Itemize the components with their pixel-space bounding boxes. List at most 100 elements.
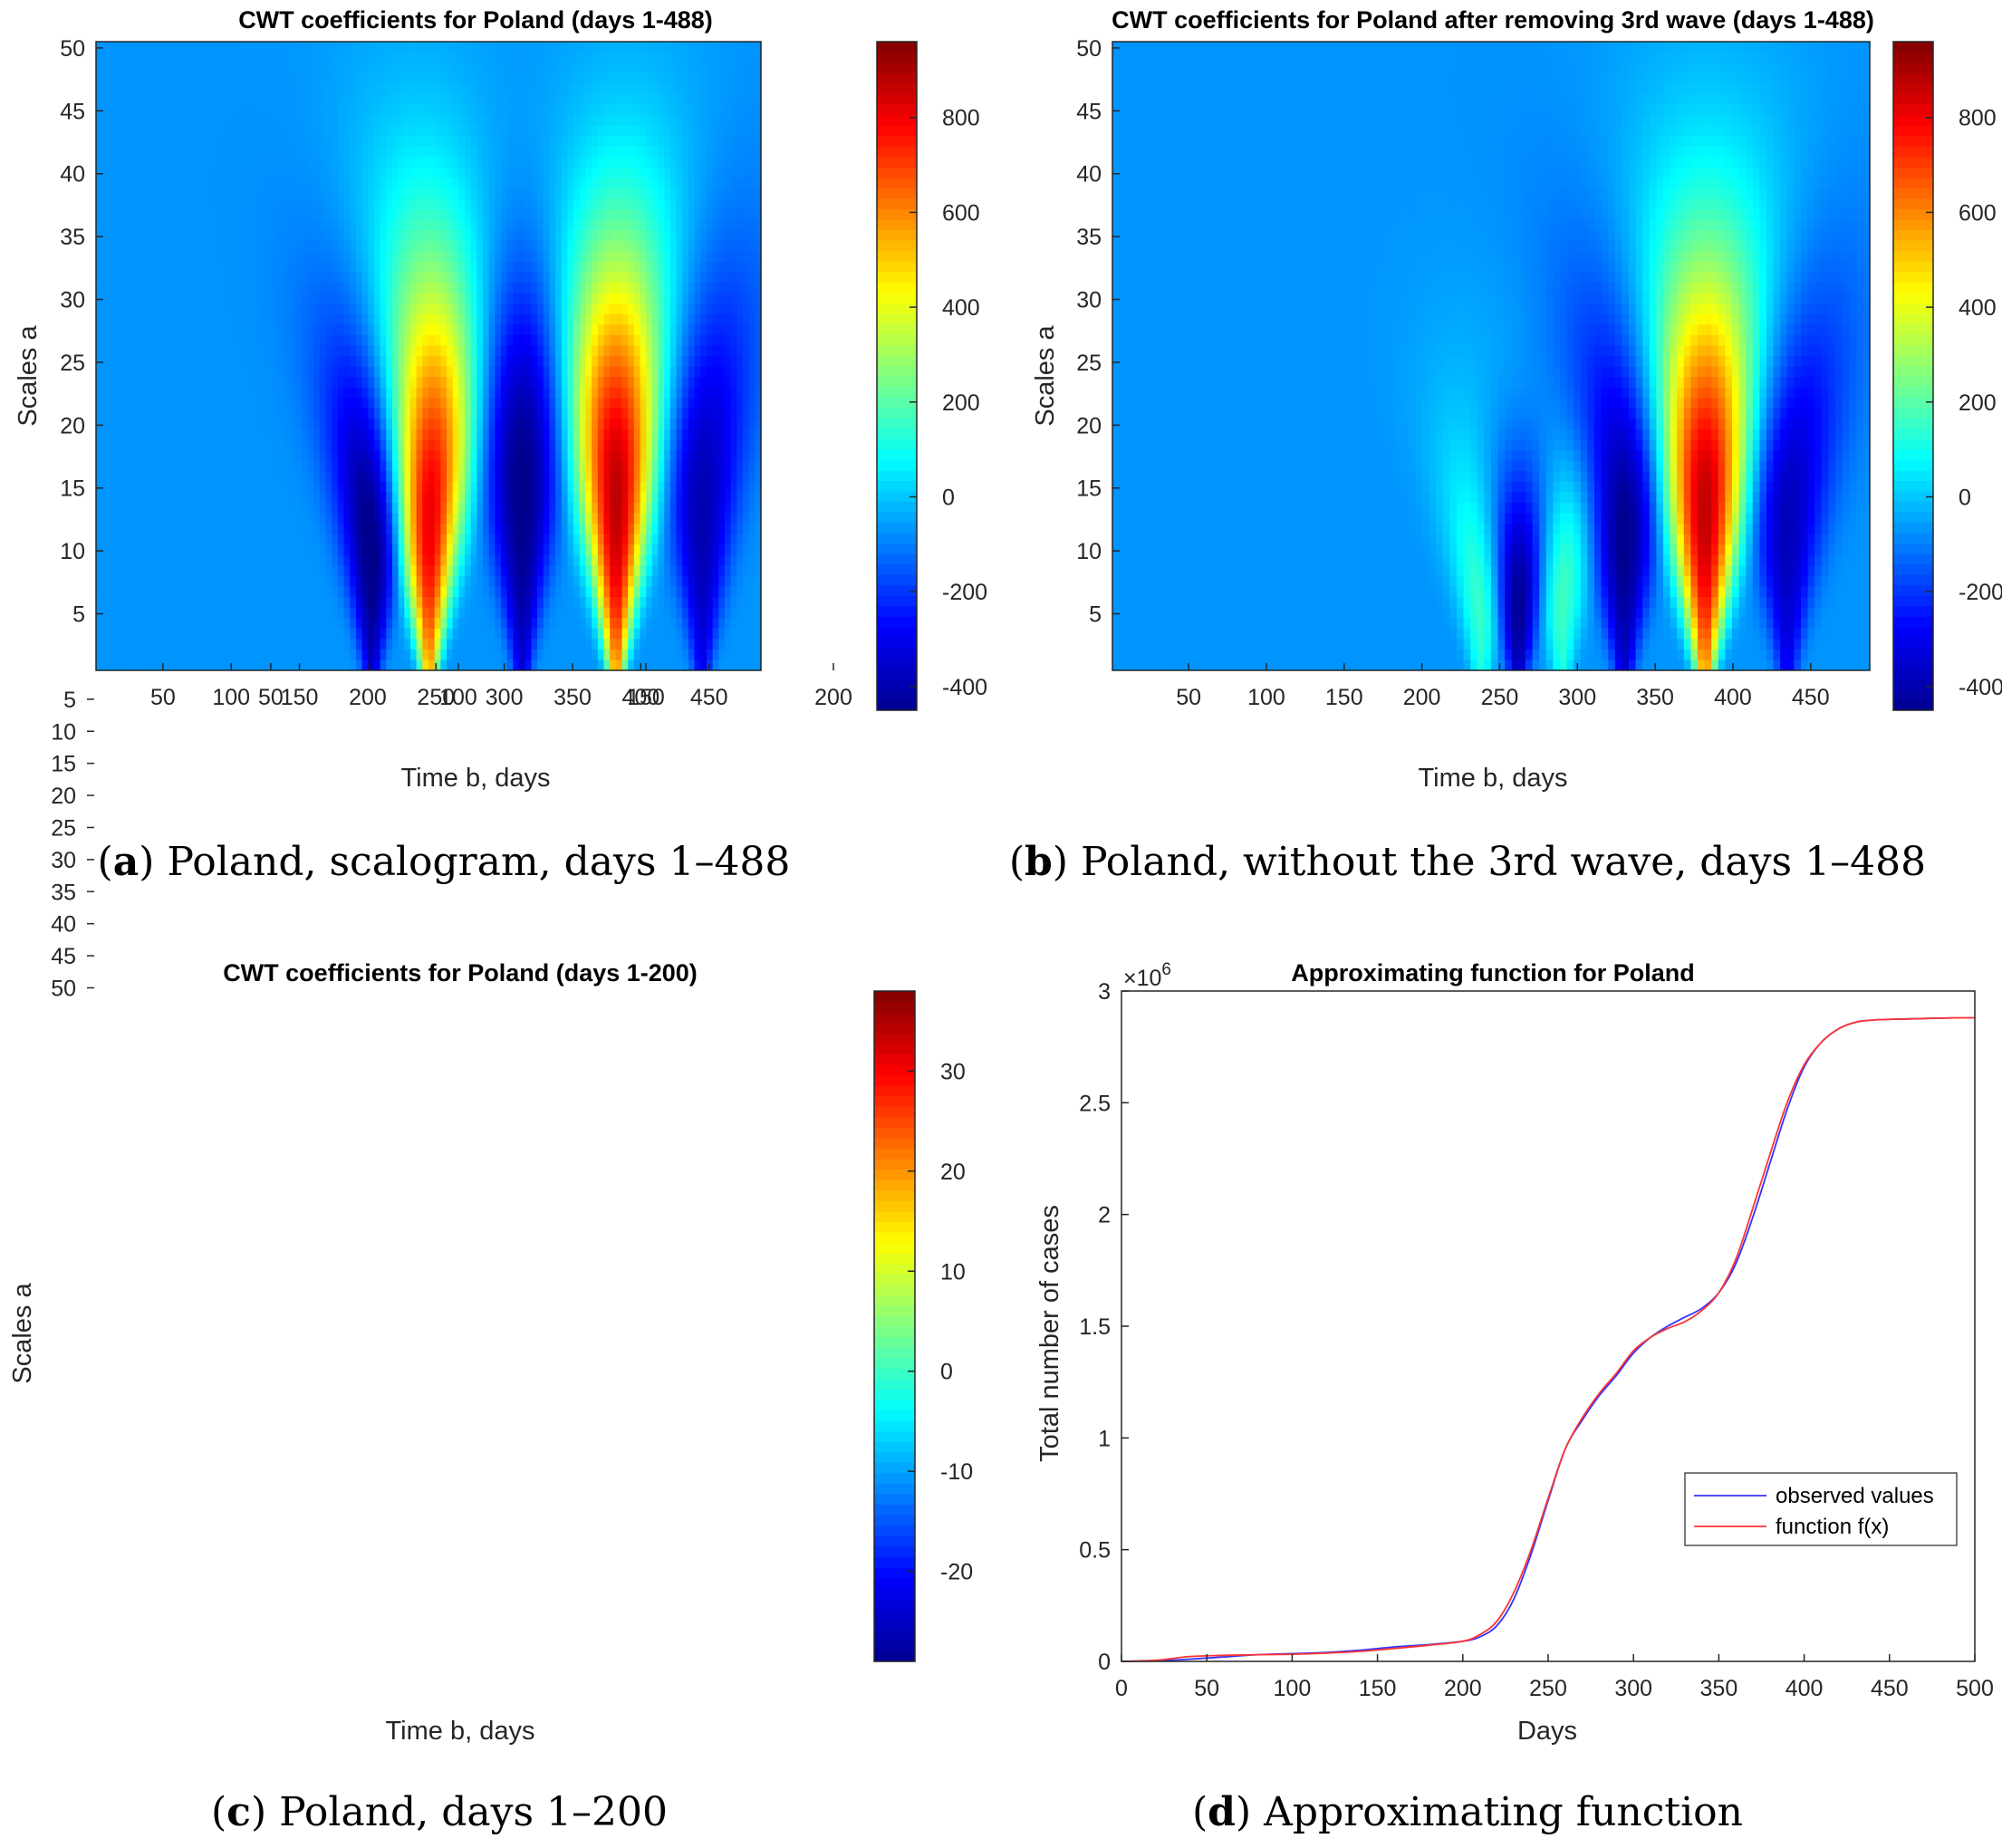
- heatmap-cell: [246, 188, 255, 200]
- heatmap-cell: [271, 428, 278, 441]
- heatmap-cell: [476, 597, 484, 609]
- heatmap-cell: [361, 408, 369, 419]
- heatmap-cell: [343, 272, 351, 284]
- heatmap-cell: [452, 240, 459, 252]
- heatmap-cell: [101, 366, 109, 378]
- heatmap-cell: [537, 565, 544, 577]
- heatmap-cell: [440, 146, 448, 158]
- heatmap-cell: [277, 377, 284, 389]
- heatmap-cell: [205, 83, 212, 95]
- heatmap-cell: [301, 167, 309, 178]
- heatmap-cell: [380, 639, 387, 650]
- heatmap-cell: [543, 628, 551, 640]
- heatmap-cell: [470, 649, 477, 661]
- heatmap-cell: [150, 554, 158, 566]
- heatmap-cell: [313, 219, 321, 231]
- heatmap-cell: [525, 313, 533, 325]
- heatmap-cell: [398, 419, 405, 430]
- heatmap-cell: [277, 251, 284, 263]
- heatmap-cell: [265, 209, 273, 221]
- heatmap-cell: [573, 146, 581, 158]
- heatmap-cell: [114, 524, 121, 535]
- heatmap-cell: [120, 125, 127, 137]
- heatmap-cell: [585, 334, 592, 347]
- heatmap-cell: [120, 198, 127, 210]
- heatmap-cell: [319, 303, 327, 315]
- heatmap-cell: [295, 597, 303, 609]
- heatmap-cell: [217, 460, 224, 472]
- heatmap-cell: [404, 565, 411, 577]
- heatmap-cell: [343, 93, 351, 105]
- heatmap-cell: [120, 492, 127, 504]
- heatmap-cell: [289, 659, 296, 671]
- heatmap-cell: [391, 209, 399, 221]
- heatmap-cell: [428, 198, 436, 210]
- heatmap-cell: [380, 524, 387, 535]
- heatmap-cell: [289, 72, 296, 84]
- heatmap-cell: [132, 136, 140, 148]
- heatmap-cell: [525, 628, 533, 640]
- heatmap-cell: [373, 114, 381, 127]
- heatmap-cell: [217, 324, 224, 336]
- heatmap-cell: [174, 544, 182, 556]
- heatmap-cell: [476, 136, 484, 148]
- heatmap-cell: [144, 649, 151, 661]
- heatmap-cell: [241, 283, 248, 294]
- heatmap-cell: [350, 283, 357, 294]
- heatmap-cell: [506, 628, 515, 640]
- heatmap-cell: [434, 628, 441, 640]
- heatmap-cell: [313, 293, 321, 304]
- heatmap-cell: [573, 219, 581, 231]
- heatmap-cell: [210, 334, 218, 347]
- heatmap-cell: [108, 408, 115, 419]
- heatmap-cell: [174, 639, 182, 650]
- heatmap-cell: [132, 450, 140, 462]
- heatmap-cell: [174, 450, 182, 462]
- heatmap-cell: [561, 219, 569, 231]
- heatmap-cell: [585, 377, 592, 389]
- heatmap-cell: [488, 72, 496, 84]
- heatmap-cell: [465, 534, 472, 545]
- heatmap-cell: [126, 93, 133, 105]
- heatmap-cell: [114, 502, 121, 515]
- heatmap-cell: [132, 240, 140, 252]
- heatmap-cell: [355, 618, 363, 630]
- heatmap-cell: [506, 72, 515, 84]
- heatmap-cell: [108, 83, 115, 95]
- heatmap-cell: [114, 450, 121, 462]
- heatmap-cell: [555, 178, 563, 189]
- heatmap-cell: [313, 471, 321, 483]
- heatmap-cell: [217, 283, 224, 294]
- heatmap-cell: [210, 377, 218, 389]
- heatmap-cell: [271, 492, 278, 504]
- heatmap-cell: [108, 544, 115, 556]
- heatmap-cell: [192, 42, 200, 53]
- heatmap-cell: [470, 104, 477, 116]
- heatmap-cell: [380, 334, 387, 347]
- heatmap-cell: [271, 628, 278, 640]
- heatmap-cell: [246, 72, 255, 84]
- heatmap-cell: [126, 502, 133, 515]
- heatmap-cell: [235, 502, 242, 515]
- heatmap-cell: [332, 607, 339, 619]
- heatmap-cell: [337, 439, 345, 451]
- heatmap-cell: [259, 324, 266, 336]
- heatmap-cell: [525, 209, 533, 221]
- heatmap-cell: [235, 345, 242, 357]
- heatmap-cell: [585, 398, 592, 409]
- heatmap-cell: [241, 450, 248, 462]
- heatmap-cell: [180, 261, 188, 274]
- heatmap-cell: [132, 377, 140, 389]
- heatmap-cell: [561, 575, 569, 588]
- heatmap-cell: [150, 639, 158, 650]
- heatmap-cell: [368, 565, 375, 577]
- heatmap-cell: [434, 524, 441, 535]
- heatmap-cell: [549, 230, 556, 242]
- heatmap-cell: [217, 125, 224, 137]
- heatmap-cell: [495, 659, 502, 671]
- heatmap-cell: [150, 534, 158, 545]
- heatmap-cell: [549, 398, 556, 409]
- heatmap-cell: [409, 628, 418, 640]
- heatmap-cell: [404, 104, 411, 116]
